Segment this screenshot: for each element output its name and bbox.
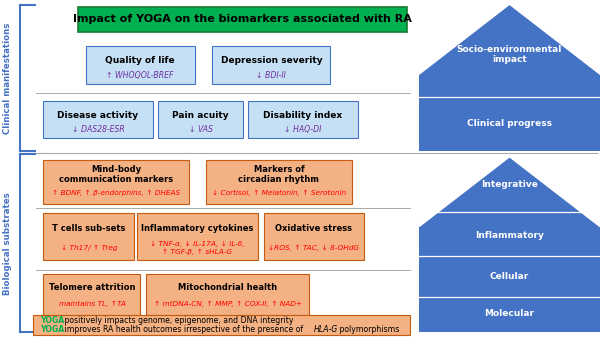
FancyBboxPatch shape [146, 274, 309, 315]
Bar [419, 227, 600, 332]
Text: ↓ HAQ-DI: ↓ HAQ-DI [285, 125, 321, 134]
Text: Molecular: Molecular [485, 309, 534, 318]
Text: improves RA health outcomes irrespective of the presence of: improves RA health outcomes irrespective… [62, 324, 306, 334]
Text: positively impacts genome, epigenome, and DNA integrity: positively impacts genome, epigenome, an… [62, 316, 294, 325]
Text: Mind-body
communication markers: Mind-body communication markers [59, 165, 173, 184]
Text: YOGA: YOGA [40, 316, 65, 325]
FancyBboxPatch shape [43, 213, 134, 260]
FancyBboxPatch shape [137, 213, 258, 260]
FancyBboxPatch shape [212, 46, 330, 84]
Text: Markers of
circadian rhythm: Markers of circadian rhythm [238, 165, 320, 184]
Text: HLA-G: HLA-G [314, 324, 338, 334]
Text: Inflammatory: Inflammatory [475, 231, 544, 240]
FancyBboxPatch shape [86, 46, 195, 84]
Polygon shape [419, 158, 600, 227]
Text: Inflammatory cytokines: Inflammatory cytokines [141, 224, 254, 233]
Text: Oxidative stress: Oxidative stress [275, 224, 352, 233]
Text: Socio-environmental
impact: Socio-environmental impact [457, 44, 562, 64]
Text: ↓ Th17/ ↑ Treg: ↓ Th17/ ↑ Treg [61, 245, 117, 251]
Text: polymorphisms: polymorphisms [337, 324, 399, 334]
Text: Disability index: Disability index [264, 111, 343, 120]
Text: Depression severity: Depression severity [221, 57, 322, 65]
FancyBboxPatch shape [206, 160, 352, 204]
Text: T cells sub-sets: T cells sub-sets [52, 224, 125, 233]
Text: ↓ VAS: ↓ VAS [189, 125, 212, 134]
FancyBboxPatch shape [43, 101, 153, 138]
FancyBboxPatch shape [248, 101, 358, 138]
FancyBboxPatch shape [264, 213, 364, 260]
Text: ↑ mtDNA-CN, ↑ MMP, ↑ COX-II, ↑ NAD+: ↑ mtDNA-CN, ↑ MMP, ↑ COX-II, ↑ NAD+ [154, 301, 302, 307]
FancyBboxPatch shape [78, 7, 407, 32]
Text: Mitochondrial health: Mitochondrial health [178, 283, 277, 292]
Polygon shape [419, 5, 600, 75]
FancyBboxPatch shape [158, 101, 243, 138]
Text: ↓ Cortisol, ↑ Melatonin, ↑ Serotonin: ↓ Cortisol, ↑ Melatonin, ↑ Serotonin [212, 190, 346, 196]
Text: ↓ TNF-α, ↓ IL-17A, ↓ IL-6,
↑ TGF-β, ↑ sHLA-G: ↓ TNF-α, ↓ IL-17A, ↓ IL-6, ↑ TGF-β, ↑ sH… [150, 241, 245, 255]
Text: Cellular: Cellular [490, 272, 529, 281]
Text: Integrative: Integrative [481, 180, 538, 189]
FancyBboxPatch shape [33, 315, 410, 335]
Text: Impact of YOGA on the biomarkers associated with RA: Impact of YOGA on the biomarkers associa… [74, 15, 412, 24]
Text: Pain acuity: Pain acuity [172, 111, 229, 120]
Text: Clinical manifestations: Clinical manifestations [3, 22, 11, 134]
Text: ↑ BDNF, ↑ β-endorphins, ↑ DHEAS: ↑ BDNF, ↑ β-endorphins, ↑ DHEAS [52, 190, 180, 196]
Text: ↓ROS, ↑ TAC, ↓ 8-OHdG: ↓ROS, ↑ TAC, ↓ 8-OHdG [268, 245, 359, 251]
FancyBboxPatch shape [43, 160, 189, 204]
Text: ↓ BDI-II: ↓ BDI-II [256, 71, 286, 80]
Text: maintains TL, ↑TA: maintains TL, ↑TA [58, 301, 125, 307]
Text: Clinical progress: Clinical progress [467, 119, 552, 128]
Text: Telomere attrition: Telomere attrition [49, 283, 135, 292]
Bar [419, 75, 600, 151]
Text: YOGA: YOGA [40, 324, 65, 334]
Text: ↓ DAS28-ESR: ↓ DAS28-ESR [72, 125, 124, 134]
Text: ↑ WHOQOL-BREF: ↑ WHOQOL-BREF [107, 71, 174, 80]
Text: Disease activity: Disease activity [57, 111, 139, 120]
Text: Biological substrates: Biological substrates [3, 192, 11, 295]
Text: Quality of life: Quality of life [106, 57, 175, 65]
FancyBboxPatch shape [43, 274, 140, 315]
